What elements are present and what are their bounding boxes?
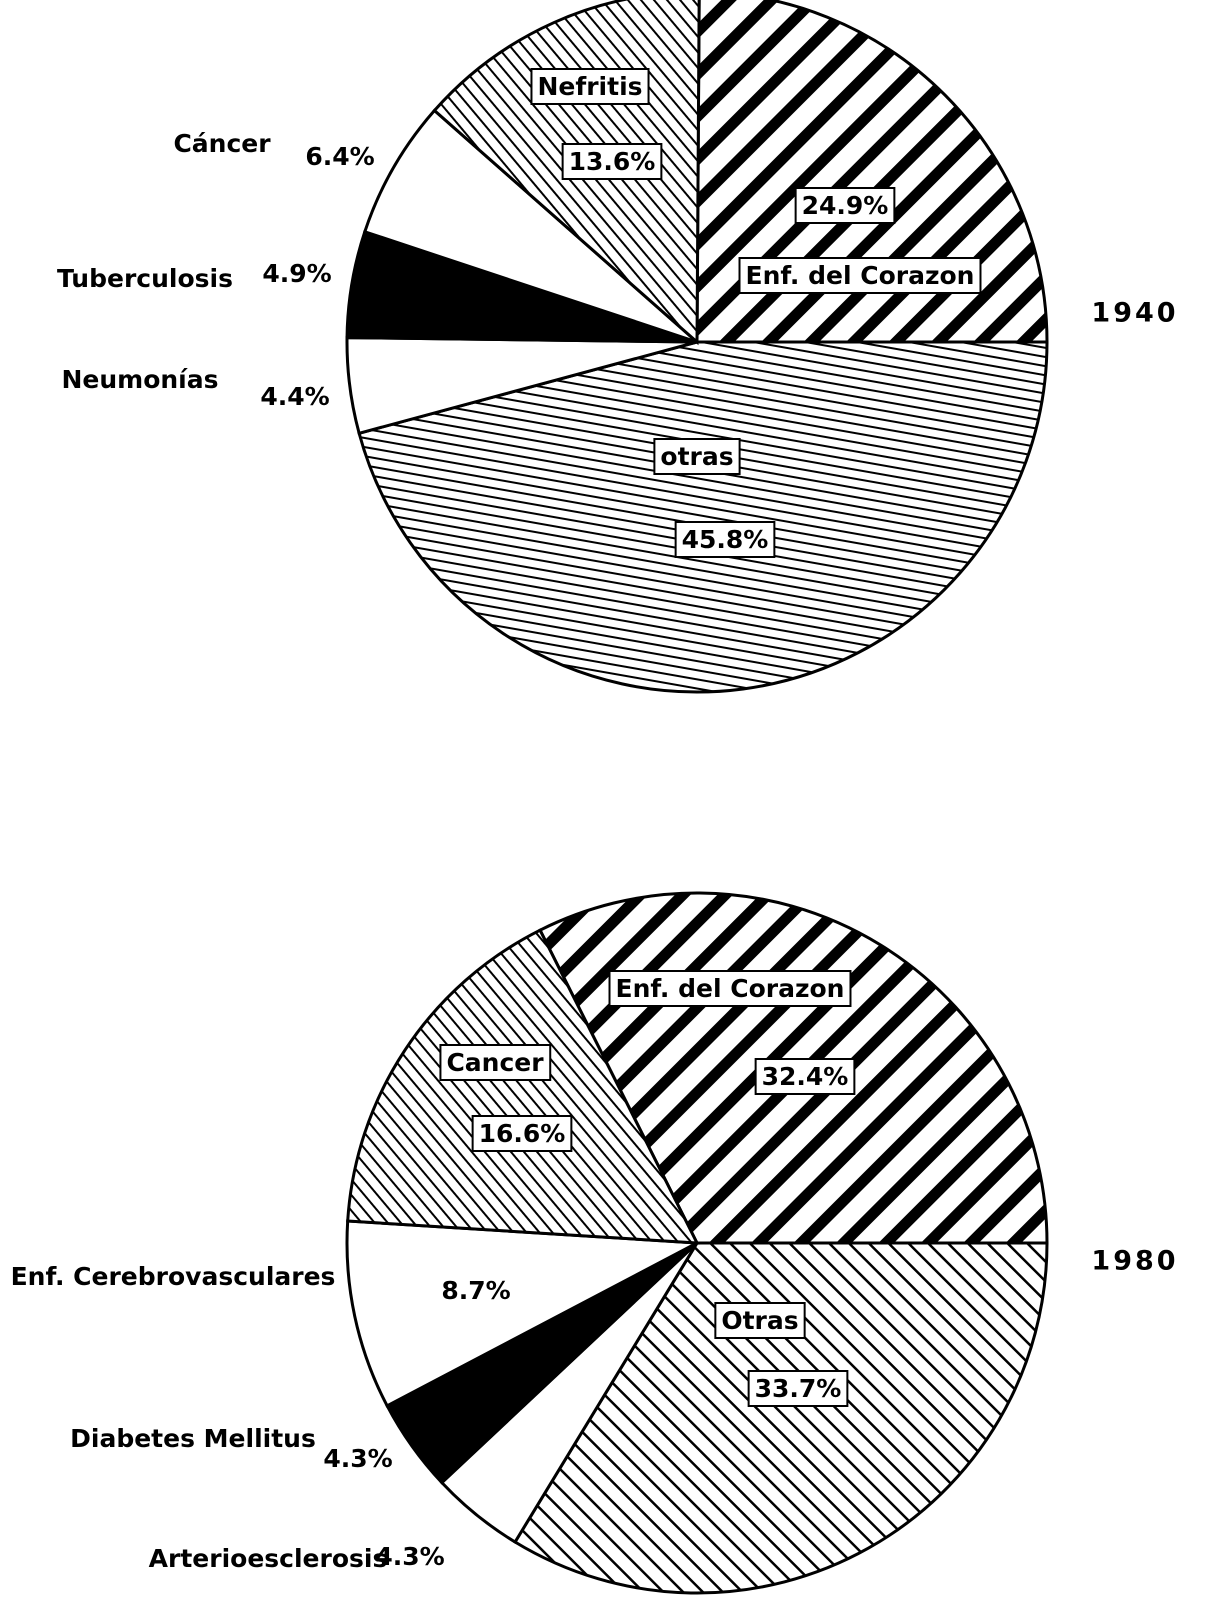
slice-label: Enf. del Corazon <box>616 974 845 1003</box>
label-box <box>738 257 982 294</box>
slice-label: Neumonías <box>61 365 218 394</box>
slice-label: 16.6% <box>479 1119 566 1148</box>
chart-title: 1980 <box>1091 1246 1178 1277</box>
chart-title: 1940 <box>1091 298 1178 329</box>
slice-label: 4.3% <box>375 1542 444 1571</box>
slice-label: Nefritis <box>537 72 642 101</box>
pie-slice <box>345 1219 703 1408</box>
slice-label: 4.4% <box>260 382 329 411</box>
slice-label: 33.7% <box>755 1374 842 1403</box>
label-box <box>714 1302 806 1339</box>
pie-chart: Enf. del Corazon 24.9% otras 45.8% Neumonías… <box>57 0 1178 694</box>
pie-slice <box>513 1241 1049 1595</box>
pie-chart: Enf. del Corazon 32.4% Otras 33.7% Arterioes… <box>11 891 1178 1595</box>
slice-label: 32.4% <box>762 1062 849 1091</box>
slice-label: otras <box>660 442 733 471</box>
slice-label: 6.4% <box>305 142 374 171</box>
slice-label: Tuberculosis <box>57 264 233 293</box>
slice-label: Diabetes Mellitus <box>70 1424 316 1453</box>
pie-slice <box>695 0 1049 344</box>
slice-label: Otras <box>721 1306 798 1335</box>
slice-label: 13.6% <box>569 147 656 176</box>
slice-label: Cancer <box>446 1048 544 1077</box>
label-box <box>530 68 650 105</box>
slice-label: Enf. Cerebrovasculares <box>11 1262 336 1291</box>
label-box <box>608 970 852 1007</box>
slice-label: 8.7% <box>441 1276 510 1305</box>
pie-slice <box>346 928 700 1245</box>
label-box <box>674 521 776 558</box>
label-box <box>439 1044 552 1081</box>
slice-label: Enf. del Corazon <box>746 261 975 290</box>
pie-slice <box>357 340 1049 694</box>
label-box <box>653 438 741 475</box>
pie-slice <box>362 108 698 344</box>
slice-label: Cáncer <box>173 129 271 158</box>
label-box <box>754 1058 856 1095</box>
slice-label: 45.8% <box>682 525 769 554</box>
slice-label: Arterioesclerosis <box>149 1544 388 1573</box>
slice-label: 24.9% <box>802 191 889 220</box>
label-box <box>471 1115 573 1152</box>
label-box <box>794 187 896 224</box>
slice-label: 4.3% <box>323 1444 392 1473</box>
label-box <box>747 1370 849 1407</box>
label-box <box>561 143 663 180</box>
slice-label: 4.9% <box>262 259 331 288</box>
